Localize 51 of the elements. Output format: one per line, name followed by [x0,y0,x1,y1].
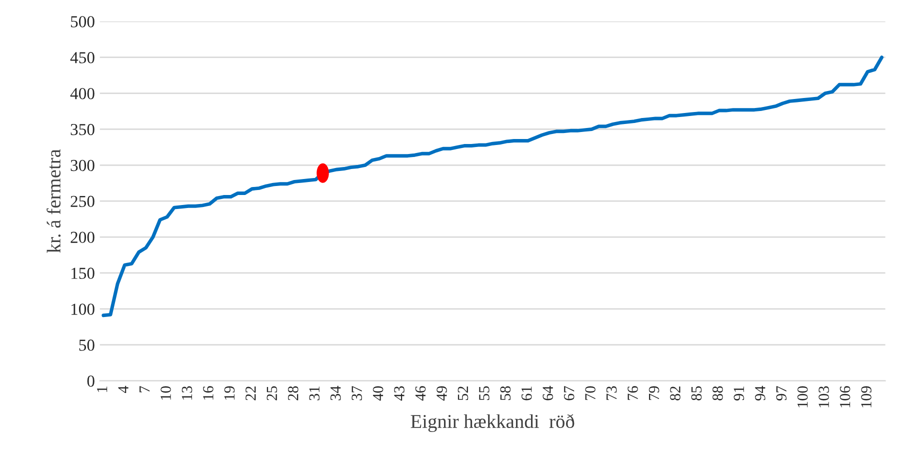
x-tick-label: 82 [670,386,680,400]
y-tick-label: 200 [70,232,94,243]
x-tick-label: 49 [436,386,447,401]
x-tick-label: 73 [606,386,617,400]
y-tick-label: 400 [70,88,94,100]
x-tick-label: 103 [818,386,829,408]
x-tick-label: 109 [861,386,872,408]
x-tick-label: 61 [522,386,532,400]
x-tick-label: 10 [160,386,171,400]
x-tick-label: 16 [203,386,214,400]
x-tick-label: 28 [288,386,298,400]
x-tick-label: 43 [394,386,404,401]
x-tick-label: 88 [712,386,723,400]
y-tick-label: 450 [70,52,94,64]
y-tick-label: 250 [70,196,94,208]
x-tick-label: 25 [266,386,278,400]
y-tick-label: 500 [70,16,94,28]
y-tick-label: 100 [71,304,94,315]
y-tick-label: 300 [70,160,94,172]
x-axis-title: Eignir hækkandi röð [410,414,574,432]
x-tick-label: 1 [97,386,108,392]
x-tick-label: 70 [585,386,596,400]
x-tick-label: 52 [458,386,468,400]
x-tick-label: 97 [776,386,787,400]
x-tick-label: 37 [352,386,362,400]
x-tick-label: 22 [246,386,256,400]
x-tick-label: 13 [182,386,192,400]
x-tick-label: 100 [797,386,808,408]
x-tick-label: 79 [648,386,660,400]
y-axis-title: kr. á fermetra [46,149,61,253]
x-tick-label: 58 [500,386,511,400]
x-tick-label: 106 [840,386,850,408]
x-tick-label: 34 [330,386,341,400]
x-tick-label: 67 [564,386,574,400]
x-tick-label: 7 [140,386,150,392]
y-tick-label: 0 [87,376,94,387]
y-tick-label: 150 [71,268,94,279]
x-tick-label: 91 [734,386,744,400]
x-tick-label: 31 [309,386,320,400]
x-tick-label: 85 [691,386,702,400]
line-series [102,56,884,318]
x-tick-label: 64 [542,386,554,400]
y-tick-label: 350 [70,124,94,136]
x-tick-label: 55 [479,386,490,400]
x-tick-label: 4 [118,386,128,393]
x-tick-label: 94 [755,386,766,400]
x-tick-label: 46 [415,386,426,401]
y-tick-label: 50 [79,340,94,351]
x-tick-label: 76 [628,386,638,400]
x-tick-label: 19 [224,386,235,400]
x-tick-label: 40 [372,386,384,401]
